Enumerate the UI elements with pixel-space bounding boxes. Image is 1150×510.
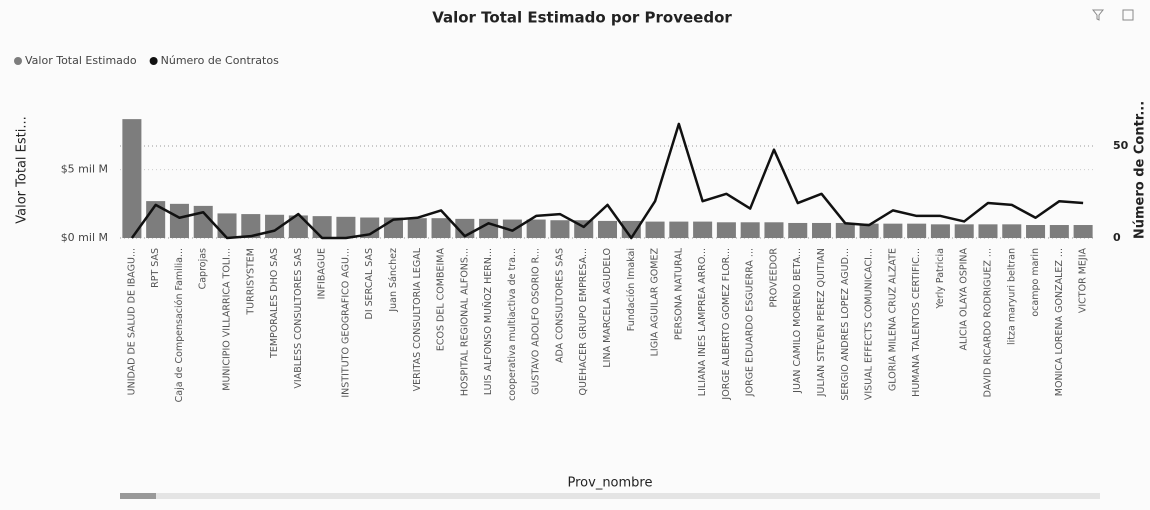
bar (360, 217, 380, 238)
bar (669, 221, 689, 238)
bar (954, 224, 974, 238)
legend-label: Valor Total Estimado (25, 54, 137, 67)
x-tick-label: ocampo marin (1030, 248, 1041, 317)
bar (788, 222, 808, 238)
x-tick-label: PROVEEDOR (768, 248, 779, 308)
x-tick-label: LUIS ALFONSO MUÑOZ HERN... (483, 248, 494, 395)
bar (978, 224, 998, 238)
x-tick-label: VIABLESS CONSULTORES SAS (293, 248, 304, 389)
x-tick-label: cooperativa multiactiva de tra... (507, 248, 518, 401)
y2-axis-title: Número de Contr... (1133, 101, 1148, 239)
x-tick-label: litza maryuri beltran (1006, 248, 1017, 345)
legend-marker (14, 57, 22, 65)
x-tick-label: UNIDAD DE SALUD DE IBAGU... (126, 248, 137, 395)
x-tick-label: DAVID RICARDO RODRIGUEZ ... (982, 248, 993, 397)
bar (1026, 225, 1046, 238)
x-tick-label: PERSONA NATURAL (673, 247, 684, 340)
bar (1002, 224, 1022, 238)
filter-icon[interactable] (1091, 9, 1105, 21)
bar (502, 219, 522, 238)
y-tick-label: $0 mil M (61, 231, 108, 244)
x-tick-label: JORGE ALBERTO GOMEZ FLOR... (721, 248, 732, 401)
bar (336, 216, 356, 238)
x-axis-title: Prov_nombre (568, 476, 653, 491)
bar (312, 216, 332, 238)
x-tick-label: Juan Sánchez (388, 248, 399, 313)
bar (930, 224, 950, 238)
bar (122, 119, 142, 238)
line (130, 122, 1084, 240)
x-tick-label: HOSPITAL REGIONAL ALFONS... (459, 248, 470, 396)
bar (479, 218, 499, 238)
bar (241, 214, 261, 238)
x-tick-label: LIGIA AGUILAR GOMEZ (650, 248, 661, 357)
bar (716, 222, 736, 238)
bar (193, 205, 213, 238)
bar (550, 220, 570, 238)
x-tick-label: VERITAS CONSULTORIA LEGAL (412, 247, 423, 391)
x-tick-label: JORGE EDUARDO ESGUERRA ... (745, 248, 756, 397)
x-tick-label: QUEHACER GRUPO EMPRESA... (578, 248, 589, 395)
bar (764, 222, 784, 238)
x-tick-label: Fundación Imakai (626, 248, 637, 331)
x-tick-label: TEMPORALES DHO SAS (269, 248, 280, 359)
x-tick-label: Caja de Compensación Familia... (174, 248, 185, 402)
x-tick-label: RPT SAS (150, 248, 161, 288)
x-tick-label: LILIANA INES LAMPREA ARRO... (697, 248, 708, 396)
x-tick-label: DI SERCAL SAS (364, 248, 375, 319)
legend-marker (149, 57, 158, 65)
bar (835, 222, 855, 238)
bar (1049, 225, 1069, 238)
x-tick-label: VICTOR MEJIA (1078, 248, 1089, 314)
x-tick-label: ECOS DEL COMBEIMA (436, 248, 447, 352)
y2-tick-label: 0 (1113, 231, 1121, 244)
x-tick-label: HUMANA TALENTOS CERTIFIC... (911, 248, 922, 397)
x-tick-label: JUAN CAMILO MORENO BETA... (792, 248, 803, 394)
bar (169, 203, 189, 238)
bar (883, 223, 903, 238)
bar (645, 221, 665, 238)
x-tick-label: GLORIA MILENA CRUZ ALZATE (887, 248, 898, 391)
y2-tick-label: 50 (1113, 139, 1129, 152)
focus-icon[interactable] (1122, 9, 1134, 21)
y-axis-title: Valor Total Esti... (15, 116, 30, 223)
y-tick-label: $5 mil M (61, 163, 108, 176)
bar (812, 222, 832, 238)
x-tick-label: Yerly Patricia (935, 248, 946, 310)
x-tick-label: TURRISYSTEM (245, 248, 256, 316)
x-tick-label: LINA MARCELA AGUDELO (602, 248, 613, 368)
bar (431, 218, 451, 238)
x-tick-label: MUNICIPIO VILLARRICA TOLI... (222, 248, 233, 391)
bar (693, 221, 713, 238)
x-tick-label: VISUAL EFFECTS COMUNICACI... (864, 248, 875, 400)
bar (597, 220, 618, 238)
chart-title: Valor Total Estimado por Proveedor (432, 9, 732, 27)
bar (526, 219, 546, 238)
legend-label: Número de Contratos (161, 54, 279, 67)
bar (1073, 225, 1093, 238)
bar (859, 223, 879, 238)
bar (621, 220, 641, 238)
x-tick-label: MONICA LORENA GONZALEZ ... (1054, 248, 1065, 396)
x-tick-label: INSTITUTO GEOGRAFICO AGU... (340, 248, 351, 398)
visual-icons[interactable] (1091, 9, 1134, 21)
bar (407, 218, 427, 238)
bar (217, 213, 237, 238)
x-tick-label: JULIAN STEVEN PEREZ QUITIAN (816, 248, 827, 397)
bar (740, 222, 760, 238)
x-tick-label: GUSTAVO ADOLFO OSORIO R... (531, 248, 542, 395)
scrollbar-thumb[interactable] (120, 493, 156, 499)
x-tick-label: ADA CONSULTORES SAS (554, 248, 565, 363)
scrollbar-track[interactable] (120, 493, 1100, 499)
x-tick-label: SERGIO ANDRES LOPEZ AGUD... (840, 248, 851, 401)
bar (907, 223, 927, 238)
x-tick-label: Caprojas (198, 248, 209, 289)
bar (288, 215, 308, 238)
x-tick-label: ALICIA OLAYA OSPINA (959, 248, 970, 351)
x-tick-label: INFIBAGUE (317, 248, 328, 299)
